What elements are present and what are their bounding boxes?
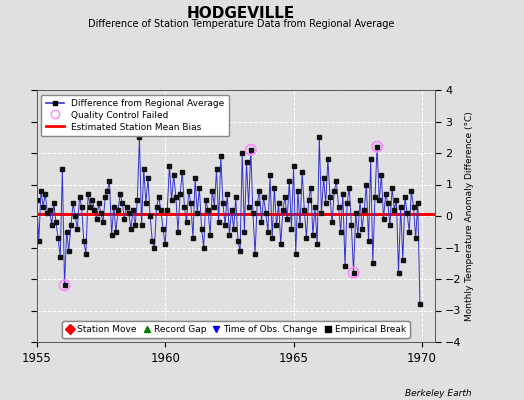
- Text: Berkeley Earth: Berkeley Earth: [405, 389, 472, 398]
- Y-axis label: Monthly Temperature Anomaly Difference (°C): Monthly Temperature Anomaly Difference (…: [465, 111, 474, 321]
- Point: [60, 282, 69, 288]
- Text: Difference of Station Temperature Data from Regional Average: Difference of Station Temperature Data f…: [88, 19, 394, 29]
- Legend: Station Move, Record Gap, Time of Obs. Change, Empirical Break: Station Move, Record Gap, Time of Obs. C…: [62, 321, 410, 338]
- Point: [373, 144, 381, 150]
- Point: [350, 270, 358, 276]
- Point: [247, 147, 255, 153]
- Text: HODGEVILLE: HODGEVILLE: [187, 6, 295, 21]
